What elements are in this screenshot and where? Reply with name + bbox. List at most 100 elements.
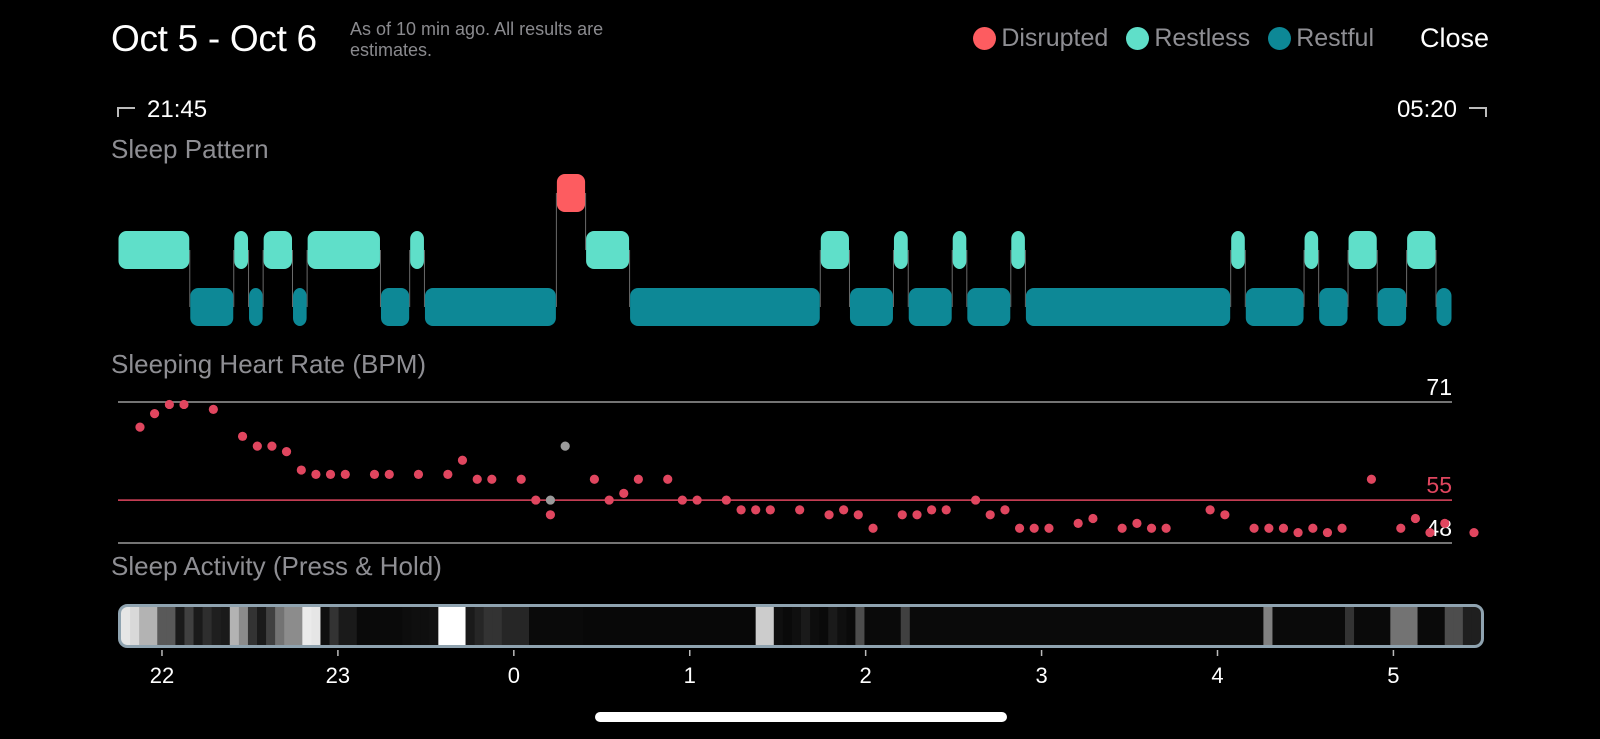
activity-bar-border <box>118 604 1484 648</box>
activity-cell <box>1345 607 1355 645</box>
activity-cell <box>1127 607 1138 645</box>
activity-cell <box>1308 607 1319 645</box>
heart-rate-point <box>413 469 424 479</box>
activity-cell <box>855 607 866 645</box>
pattern-segment-restful <box>190 288 234 326</box>
activity-cell <box>1363 607 1373 645</box>
pattern-segment-restful <box>1436 288 1452 326</box>
pattern-segment-restless <box>1348 231 1377 269</box>
activity-cell <box>329 607 340 645</box>
legend-item-restful: Restful <box>1268 24 1374 53</box>
activity-cell <box>701 607 711 645</box>
estimate-note: As of 10 min ago. All results are estima… <box>350 19 604 60</box>
pattern-segment-restless <box>307 231 380 269</box>
activity-cell <box>510 607 521 645</box>
activity-cell <box>1290 607 1301 645</box>
activity-cell <box>909 607 920 645</box>
heart-rate-point <box>853 510 863 520</box>
activity-cell <box>674 607 684 645</box>
activity-cell <box>266 607 276 645</box>
heart-rate-point <box>692 495 702 505</box>
heart-rate-point <box>457 455 468 465</box>
x-tick-label: 5 <box>1387 663 1399 688</box>
pattern-segment-restful <box>249 288 263 326</box>
heart-rate-title: Sleeping Heart Rate (BPM) <box>111 349 427 379</box>
heart-rate-point <box>1132 518 1142 528</box>
pattern-segment-restless <box>952 231 967 269</box>
activity-cell <box>465 607 476 645</box>
heart-rate-point <box>296 465 306 475</box>
pattern-segment-restless <box>1304 231 1319 269</box>
pattern-segment-restful <box>908 288 952 326</box>
heart-rate-point <box>1029 523 1039 533</box>
home-indicator[interactable] <box>595 712 1007 722</box>
activity-cell <box>302 607 312 645</box>
reference-label-71: 71 <box>1426 374 1452 400</box>
heart-rate-point <box>971 495 981 505</box>
activity-cell <box>121 607 131 645</box>
heart-rate-point <box>325 469 336 479</box>
activity-cell <box>1453 607 1464 645</box>
heart-rate-point <box>941 505 951 515</box>
x-tick-label: 22 <box>150 663 174 688</box>
activity-cell <box>619 607 630 645</box>
heart-rate-point <box>897 510 907 520</box>
activity-cell <box>529 607 539 645</box>
activity-cell <box>927 607 938 645</box>
activity-cell <box>347 607 358 645</box>
heart-rate-point <box>179 399 189 410</box>
heart-rate-point <box>1278 523 1289 533</box>
activity-cell <box>139 607 149 645</box>
legend-item-disrupted: Disrupted <box>973 24 1108 53</box>
activity-cell <box>211 607 222 645</box>
activity-cell <box>773 607 784 645</box>
heart-rate-point <box>1205 505 1215 515</box>
activity-cell <box>356 607 367 645</box>
pattern-segment-restful <box>1025 288 1231 326</box>
pattern-segment-restful <box>630 288 820 326</box>
activity-cell <box>1118 607 1128 645</box>
activity-cell <box>1100 607 1110 645</box>
close-button[interactable]: Close <box>1419 23 1489 53</box>
activity-cell <box>447 607 458 645</box>
heart-rate-point <box>1088 513 1098 524</box>
heart-rate-point <box>927 505 937 515</box>
heart-rate-point <box>985 510 995 520</box>
legend-label: Restless <box>1154 24 1251 52</box>
activity-cell <box>891 607 902 645</box>
heart-rate-point <box>589 474 599 484</box>
heart-rate-point <box>751 505 761 515</box>
activity-cell <box>782 607 793 645</box>
activity-cell <box>1082 607 1092 645</box>
activity-cell <box>220 607 231 645</box>
heart-rate-point <box>912 510 922 520</box>
activity-cell <box>1245 607 1255 645</box>
heart-rate-point <box>839 505 849 515</box>
activity-cell <box>456 607 467 645</box>
activity-cell <box>1045 607 1056 645</box>
heart-rate-point <box>149 409 160 419</box>
pattern-segment-restless <box>820 231 849 269</box>
bracket-end-icon <box>1469 107 1487 117</box>
activity-cell <box>1326 607 1337 645</box>
heart-rate-point <box>721 495 731 505</box>
heart-rate-point <box>369 469 380 479</box>
heart-rate-point <box>619 488 629 498</box>
activity-cell <box>275 607 285 645</box>
legend-label: Restful <box>1296 24 1374 52</box>
pattern-segment-restless <box>1231 231 1245 269</box>
activity-cell <box>755 607 766 645</box>
heart-rate-point <box>545 495 556 505</box>
activity-cell <box>320 607 331 645</box>
activity-cell <box>1109 607 1119 645</box>
activity-cell <box>1236 607 1246 645</box>
pattern-segment-restful <box>293 288 307 326</box>
heart-rate-point <box>1146 523 1157 533</box>
heart-rate-point <box>824 510 834 520</box>
activity-cell <box>1390 607 1400 645</box>
activity-cell <box>1036 607 1047 645</box>
sleep-activity-chart[interactable]: 22 23 0 1 2 3 4 5 <box>118 604 1484 688</box>
pattern-segment-restless <box>893 231 908 269</box>
activity-cell <box>1163 607 1174 645</box>
heart-rate-point <box>1220 510 1230 520</box>
